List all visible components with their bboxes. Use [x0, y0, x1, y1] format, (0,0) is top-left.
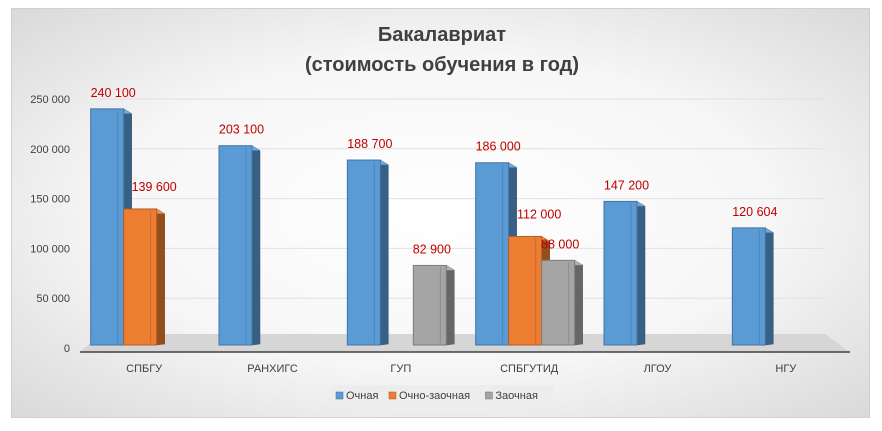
data-label: 188 700: [347, 137, 392, 151]
bar-side: [636, 200, 646, 346]
y-tick-label: 50 000: [36, 293, 70, 305]
data-label: 240 100: [91, 86, 136, 100]
y-tick-label: 150 000: [30, 194, 70, 206]
data-label: 139 600: [132, 180, 177, 194]
x-tick-label: НГУ: [775, 363, 797, 375]
bar-side: [251, 145, 261, 346]
x-tick-label: ГУП: [390, 363, 411, 375]
chart-area: 240 100 139 600 203 100 188 700 82 900 186 00…: [11, 8, 870, 418]
bar-side: [380, 159, 389, 346]
data-label: 88 000: [541, 237, 579, 251]
bar: [90, 108, 125, 346]
data-label: 147 200: [604, 178, 649, 192]
bar: [603, 200, 638, 346]
bar: [346, 159, 381, 346]
x-tick-label: СПБГУ: [126, 363, 163, 375]
legend-swatch: [335, 391, 344, 400]
x-tick-label: ЛГОУ: [644, 363, 673, 375]
bar-side: [156, 208, 165, 346]
legend-item-label: Очная: [346, 390, 378, 402]
x-tick-label: СПБГУТИД: [500, 363, 559, 375]
bar: [541, 259, 576, 346]
chart-title-line: (стоимость обучения в год): [305, 54, 579, 76]
chart-title-line: Бакалавриат: [378, 24, 506, 46]
bar: [412, 264, 447, 346]
y-tick-label: 100 000: [30, 243, 70, 255]
chart-floor: [80, 334, 850, 352]
data-label: 120 604: [732, 205, 777, 219]
bar: [123, 208, 158, 346]
legend-swatch: [485, 391, 493, 400]
bar: [731, 227, 766, 346]
y-tick-label: 250 000: [30, 94, 70, 106]
y-tick-label: 0: [64, 343, 70, 355]
y-tick-label: 200 000: [30, 144, 70, 156]
data-label: 186 000: [476, 140, 521, 154]
data-label: 203 100: [219, 123, 264, 137]
legend-item-label: Очно-заочная: [399, 390, 470, 402]
legend-item-label: Заочная: [495, 390, 538, 402]
legend-swatch: [388, 391, 397, 400]
bar-side: [574, 259, 583, 346]
legend-box: [330, 385, 554, 405]
bar: [475, 162, 510, 346]
data-label: 112 000: [517, 207, 561, 221]
bar: [218, 145, 253, 346]
x-tick-label: РАНХИГС: [247, 363, 298, 375]
bar-side: [765, 227, 774, 346]
chart-svg: 240 100 139 600 203 100 188 700 82 900 186 00…: [30, 24, 850, 405]
bar: [508, 235, 543, 346]
data-label: 82 900: [413, 242, 451, 256]
bar-side: [446, 264, 455, 346]
